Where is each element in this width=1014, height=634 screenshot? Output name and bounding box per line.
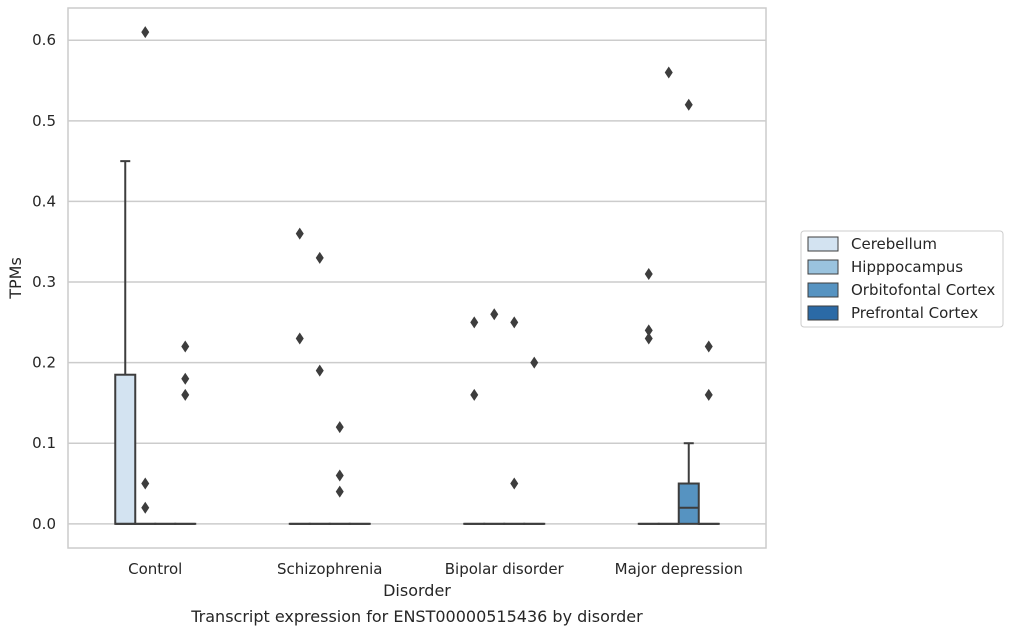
legend-label: Hipppocampus [851, 258, 963, 276]
outlier-point [470, 316, 479, 329]
legend-label: Orbitofontal Cortex [851, 281, 995, 299]
outlier-point [295, 227, 304, 240]
outlier-point [295, 332, 304, 345]
outlier-point [141, 477, 150, 490]
outlier-point [510, 316, 519, 329]
outlier-point [315, 251, 324, 264]
y-tick-label: 0.5 [32, 112, 56, 130]
box-iqr [114, 373, 137, 525]
outlier-point [644, 332, 653, 345]
outlier-point [684, 98, 693, 111]
legend-label: Prefrontal Cortex [851, 304, 978, 322]
outlier-point [181, 340, 190, 353]
x-tick-label: Bipolar disorder [445, 560, 565, 578]
outlier-point [644, 324, 653, 337]
outlier-point [335, 485, 344, 498]
x-tick-label: Control [128, 560, 182, 578]
outlier-point [470, 388, 479, 401]
y-tick-label: 0.2 [32, 354, 56, 372]
x-axis-title: Disorder [383, 581, 451, 600]
x-tick-label: Schizophrenia [277, 560, 382, 578]
y-tick-label: 0.4 [32, 192, 56, 210]
legend-swatch [807, 282, 839, 298]
x-axis-ticks: Control Schizophrenia Bipolar disorder Majo… [128, 560, 743, 578]
outlier-point [181, 388, 190, 401]
outlier-point [704, 388, 713, 401]
boxes-layer [114, 160, 720, 525]
legend-frame [800, 230, 1004, 328]
box-iqr [677, 482, 700, 525]
outliers-layer [141, 26, 713, 514]
outlier-point [335, 421, 344, 434]
outlier-point [664, 66, 673, 79]
outlier-point [644, 267, 653, 280]
y-tick-label: 0.0 [32, 515, 56, 533]
outlier-point [704, 340, 713, 353]
y-axis-ticks: 0.0 0.1 0.2 0.3 0.4 0.5 0.6 [32, 31, 56, 533]
legend: Cerebellum Hipppocampus Orbitofontal Corte… [800, 230, 1004, 328]
plot-area [68, 8, 766, 548]
legend-swatch [807, 236, 839, 252]
y-tick-label: 0.6 [32, 31, 56, 49]
plot-frame [67, 7, 767, 549]
outlier-point [141, 501, 150, 514]
outlier-point [490, 308, 499, 321]
outlier-point [530, 356, 539, 369]
x-tick-label: Major depression [615, 560, 743, 578]
box-cerebellum [114, 160, 137, 525]
outlier-point [335, 469, 344, 482]
grid-lines [68, 39, 766, 525]
box-orbitofontal-cortex [677, 442, 700, 525]
y-tick-label: 0.3 [32, 273, 56, 291]
outlier-point [510, 477, 519, 490]
figure-caption: Transcript expression for ENST0000051543… [190, 607, 643, 626]
y-tick-label: 0.1 [32, 434, 56, 452]
legend-label: Cerebellum [851, 235, 937, 253]
outlier-point [315, 364, 324, 377]
y-axis-title: TPMs [6, 257, 25, 300]
legend-swatch [807, 305, 839, 321]
outlier-point [141, 26, 150, 39]
legend-swatch [807, 259, 839, 275]
legend-items: Cerebellum Hipppocampus Orbitofontal Corte… [807, 235, 995, 322]
outlier-point [181, 372, 190, 385]
